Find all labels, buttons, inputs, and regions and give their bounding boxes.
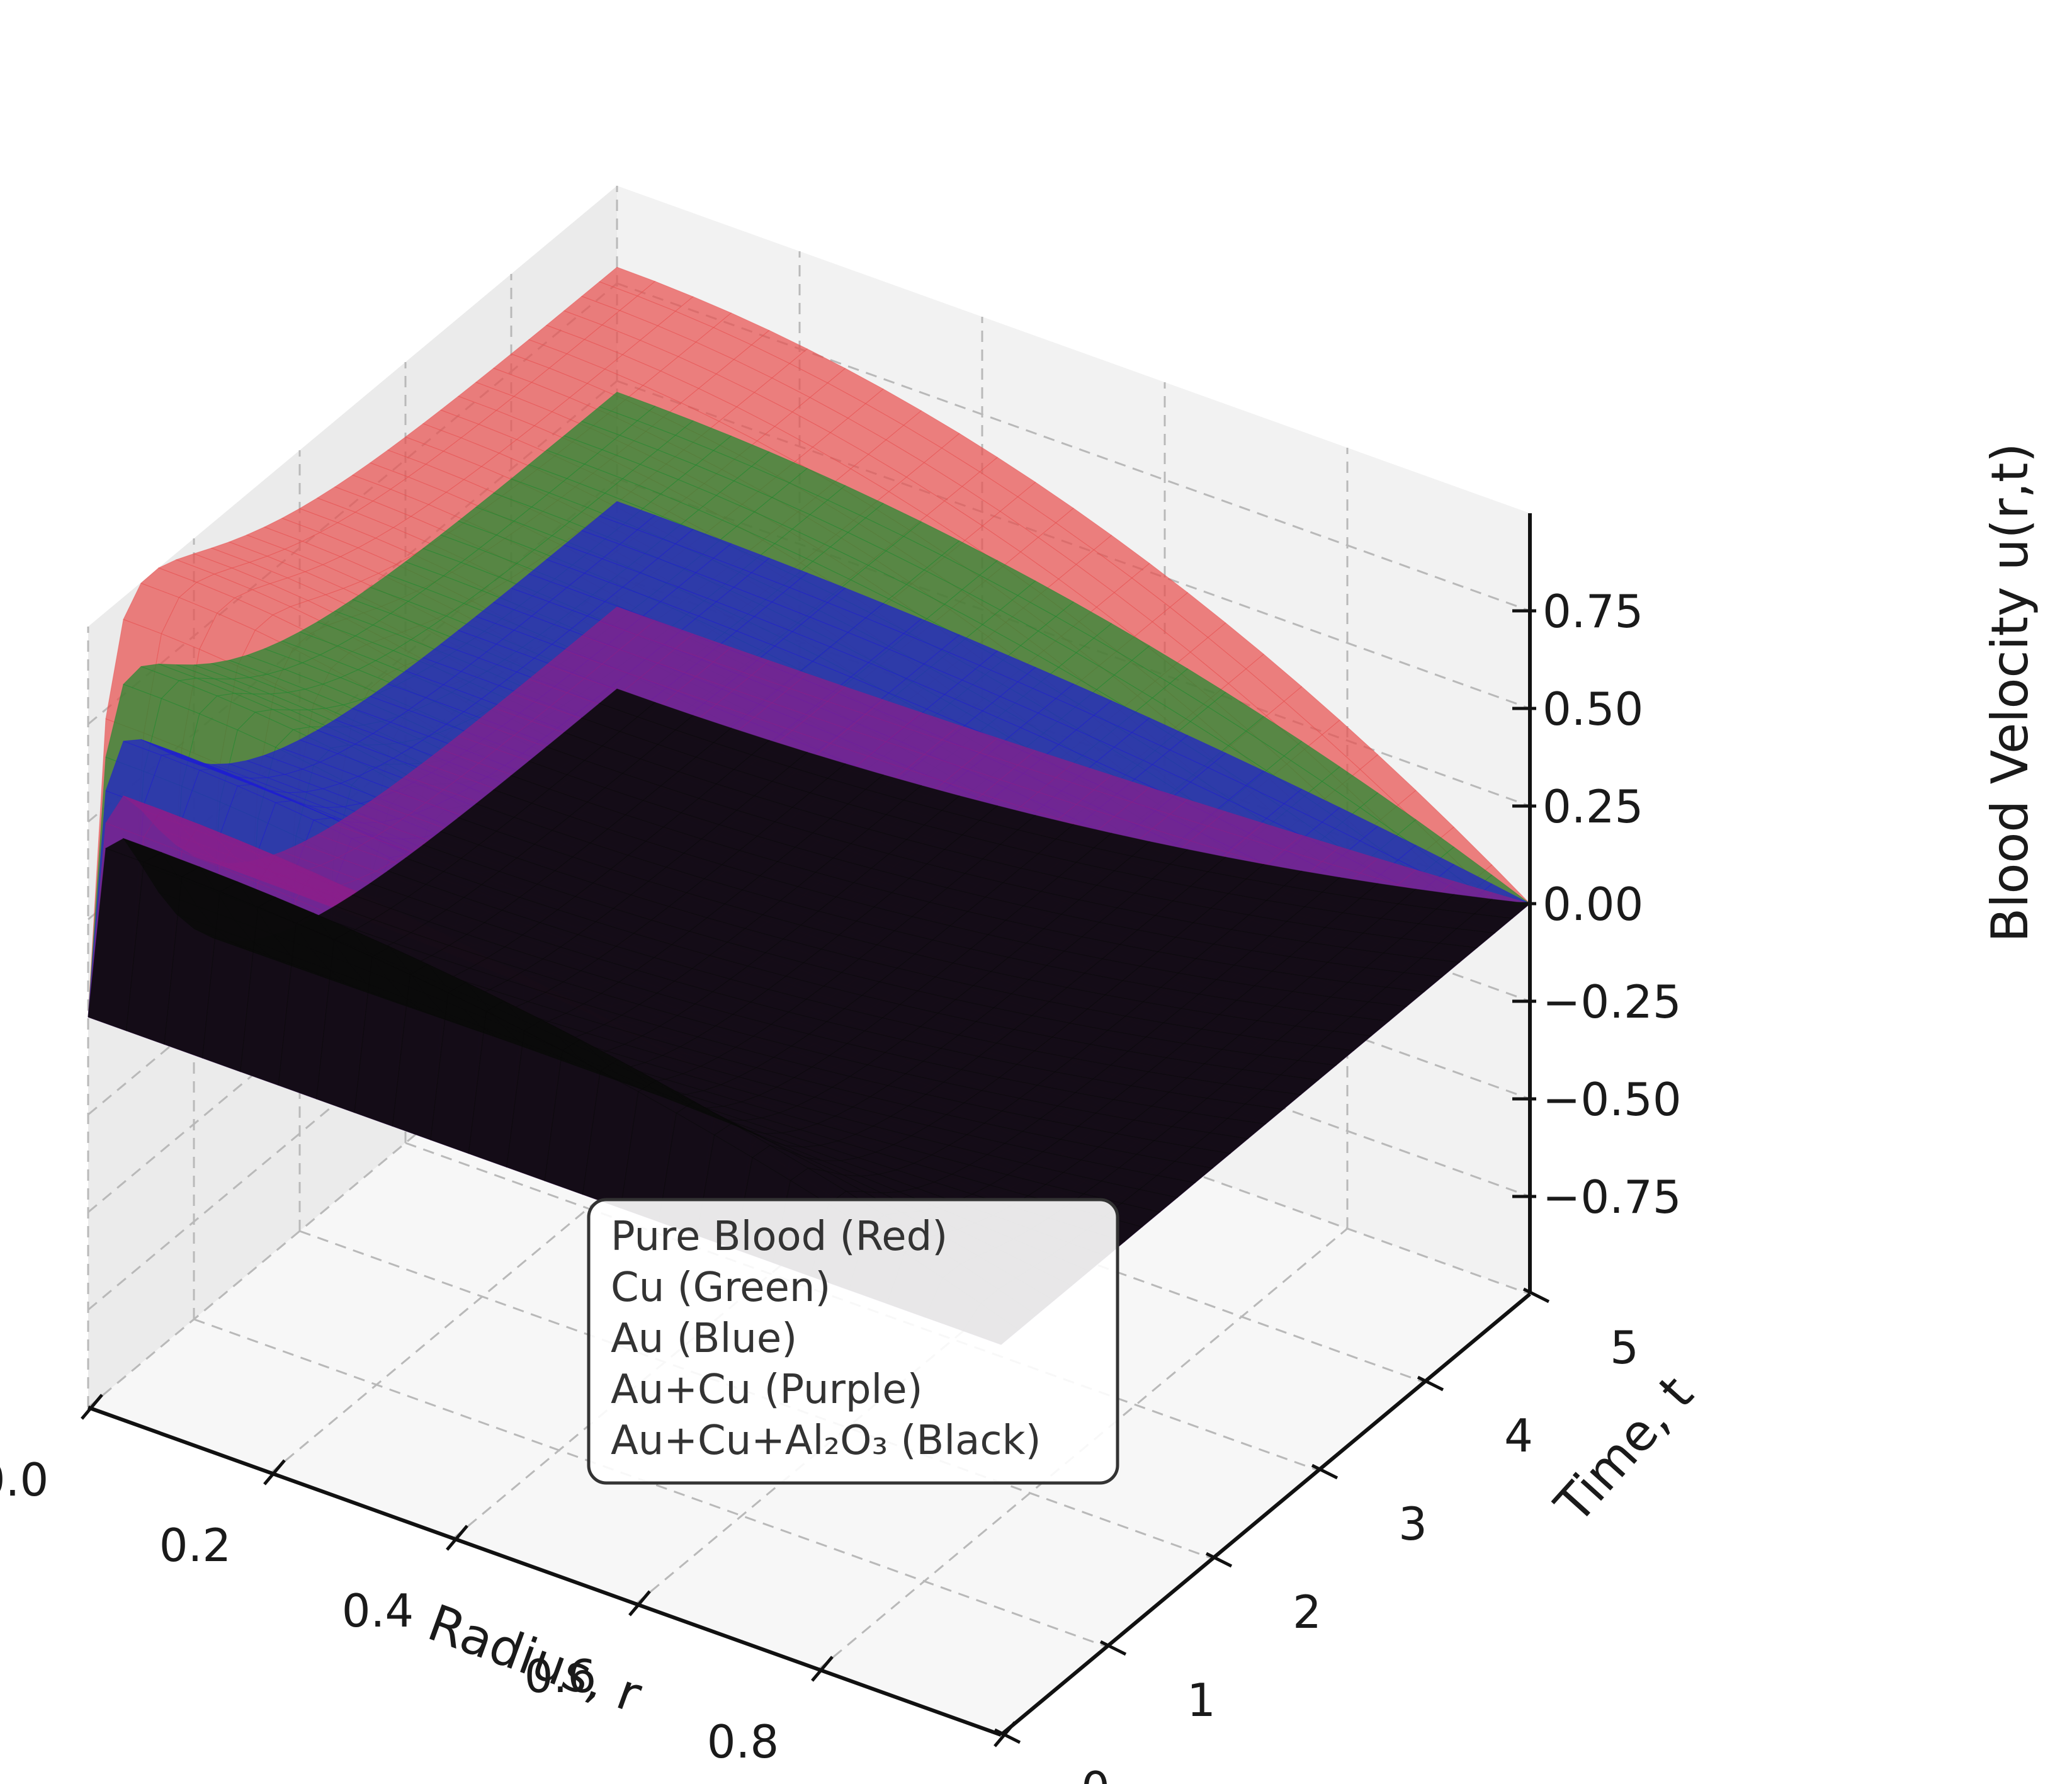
x-tick — [811, 1656, 834, 1682]
z-tick-label: 0.25 — [1543, 780, 1643, 833]
x-tick-label: 0.0 — [0, 1453, 48, 1506]
x-tick-label: 1.0 — [890, 1781, 962, 1784]
x-tick-label: 0.2 — [159, 1519, 232, 1572]
y-tick-label: 3 — [1398, 1497, 1427, 1550]
z-tick-label: 0.75 — [1543, 585, 1643, 638]
grid-line — [299, 1230, 1213, 1560]
y-tick-label: 5 — [1610, 1321, 1639, 1374]
x-tick-labels: 0.0 0.2 0.4 0.6 0.8 1.0 — [0, 1453, 961, 1784]
surface-patch — [88, 848, 144, 1031]
x-tick — [263, 1459, 286, 1486]
x-axis-label: Radius, r — [421, 1593, 649, 1724]
x-tick-label: 0.4 — [342, 1584, 414, 1637]
x-tick-label: 0.6 — [524, 1650, 597, 1703]
x-tick — [446, 1525, 468, 1551]
z-tick-label: 0.50 — [1543, 683, 1643, 736]
y-tick — [994, 1728, 1021, 1744]
y-tick-label: 4 — [1504, 1409, 1533, 1462]
z-tick-labels: −0.75 −0.50 −0.25 0.00 0.25 0.50 0.75 — [1543, 585, 1682, 1224]
legend-entry-purple: Au+Cu (Purple) — [611, 1366, 923, 1413]
x-tick-label: 0.8 — [707, 1715, 779, 1768]
y-tick — [1311, 1463, 1339, 1480]
surface-series-4 — [88, 688, 1531, 1345]
x-tick — [628, 1590, 651, 1616]
y-tick — [1099, 1640, 1127, 1656]
axes — [81, 513, 1550, 1747]
y-tick-label: 0 — [1081, 1762, 1110, 1784]
grid-line — [193, 1318, 1107, 1648]
z-tick-label: 0.00 — [1543, 878, 1643, 931]
y-tick-label: 2 — [1293, 1586, 1322, 1639]
y-axis-line — [1000, 1292, 1531, 1737]
y-axis-label: Time, t — [1543, 1365, 1704, 1535]
y-tick-labels: 0 1 2 3 4 5 — [1081, 1321, 1639, 1784]
legend-box — [587, 1198, 1119, 1485]
z-axis-label: Blood Velocity u(r,t) — [1981, 443, 2039, 942]
y-tick — [1205, 1552, 1233, 1568]
grid-line — [405, 1142, 1319, 1472]
x-axis-line — [87, 1406, 1002, 1737]
y-tick — [1522, 1287, 1550, 1304]
z-tick-label: −0.75 — [1543, 1171, 1682, 1224]
legend-entry-black: Au+Cu+Al₂O₃ (Black) — [611, 1418, 1041, 1464]
legend: Pure Blood (Red) Cu (Green) Au (Blue) Au… — [587, 1198, 1119, 1485]
x-tick — [81, 1394, 103, 1420]
z-tick-label: −0.50 — [1543, 1073, 1682, 1126]
legend-entry-green: Cu (Green) — [611, 1264, 830, 1311]
legend-entry-blue: Au (Blue) — [611, 1315, 797, 1362]
y-tick — [1417, 1375, 1444, 1392]
z-tick-label: −0.25 — [1543, 975, 1682, 1028]
y-tick-label: 1 — [1187, 1674, 1216, 1727]
legend-entry-red: Pure Blood (Red) — [611, 1213, 948, 1260]
